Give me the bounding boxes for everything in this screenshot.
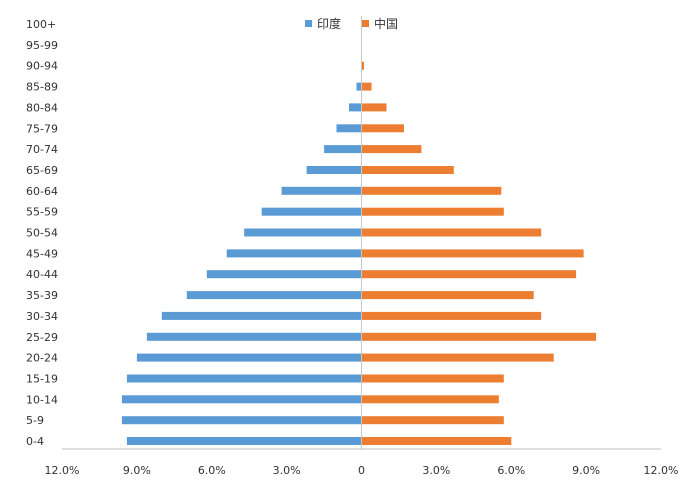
y-tick-label: 40-44 <box>26 268 58 281</box>
x-tick-label: 9.0% <box>123 464 151 477</box>
bar <box>244 228 362 237</box>
x-tick-label: 6.0% <box>198 464 226 477</box>
bar <box>126 374 362 383</box>
y-tick-label: 5-9 <box>26 414 44 427</box>
bar <box>361 103 387 112</box>
bar <box>361 311 542 320</box>
y-tick-label: 80-84 <box>26 101 58 114</box>
bar <box>306 166 362 174</box>
legend-swatch <box>362 20 369 27</box>
y-tick-label: 55-59 <box>26 206 58 219</box>
bar <box>361 186 502 195</box>
x-tick-label: 12.0% <box>45 464 80 477</box>
bar <box>261 207 362 216</box>
series-india <box>121 82 362 445</box>
bar <box>361 166 454 174</box>
bar <box>361 61 364 70</box>
x-tick-label: 3.0% <box>422 464 450 477</box>
bar <box>136 353 362 362</box>
bar <box>361 353 554 362</box>
bar <box>349 103 362 112</box>
bar <box>361 207 504 216</box>
y-tick-label: 25-29 <box>26 331 58 344</box>
bar <box>361 145 422 154</box>
y-tick-label: 70-74 <box>26 143 58 156</box>
bar <box>361 291 534 300</box>
bar <box>121 395 362 404</box>
y-tick-label: 100+ <box>26 18 56 31</box>
bar <box>281 186 362 195</box>
bar <box>336 124 362 133</box>
bar <box>361 270 577 279</box>
x-tick-label: 0 <box>358 464 365 477</box>
x-tick-label: 6.0% <box>497 464 525 477</box>
bar <box>361 228 542 237</box>
y-tick-label: 20-24 <box>26 352 58 365</box>
bar <box>361 249 584 258</box>
y-tick-label: 75-79 <box>26 122 58 135</box>
legend-swatch <box>305 20 312 27</box>
bar <box>361 374 504 383</box>
bar <box>361 124 404 133</box>
bar <box>361 416 504 425</box>
y-tick-label: 95-99 <box>26 39 58 52</box>
y-tick-label: 60-64 <box>26 185 58 198</box>
bar <box>361 82 372 91</box>
bar <box>226 249 362 258</box>
bar <box>121 416 362 425</box>
bar <box>186 291 362 300</box>
x-tick-label: 12.0% <box>644 464 679 477</box>
bar <box>361 332 597 341</box>
legend: 印度 中国 <box>305 16 398 31</box>
y-tick-label: 65-69 <box>26 164 58 177</box>
x-tick-label: 3.0% <box>273 464 301 477</box>
bar <box>126 437 362 445</box>
bar <box>206 270 362 279</box>
y-tick-label: 10-14 <box>26 393 58 406</box>
y-tick-label: 30-34 <box>26 310 58 323</box>
bar <box>356 82 362 91</box>
x-tick-label: 9.0% <box>572 464 600 477</box>
y-tick-label: 35-39 <box>26 289 58 302</box>
y-tick-label: 90-94 <box>26 60 58 73</box>
y-tick-label: 0-4 <box>26 435 44 448</box>
bar <box>146 332 362 341</box>
y-tick-label: 85-89 <box>26 81 58 94</box>
bar <box>324 145 362 154</box>
y-tick-label: 50-54 <box>26 227 58 240</box>
y-tick-label: 15-19 <box>26 373 58 386</box>
series-china <box>361 61 597 445</box>
y-tick-label: 45-49 <box>26 247 58 260</box>
bar <box>361 395 499 404</box>
legend-label: 中国 <box>374 16 398 31</box>
bar <box>361 437 512 445</box>
legend-label: 印度 <box>317 16 341 31</box>
bar <box>161 311 362 320</box>
